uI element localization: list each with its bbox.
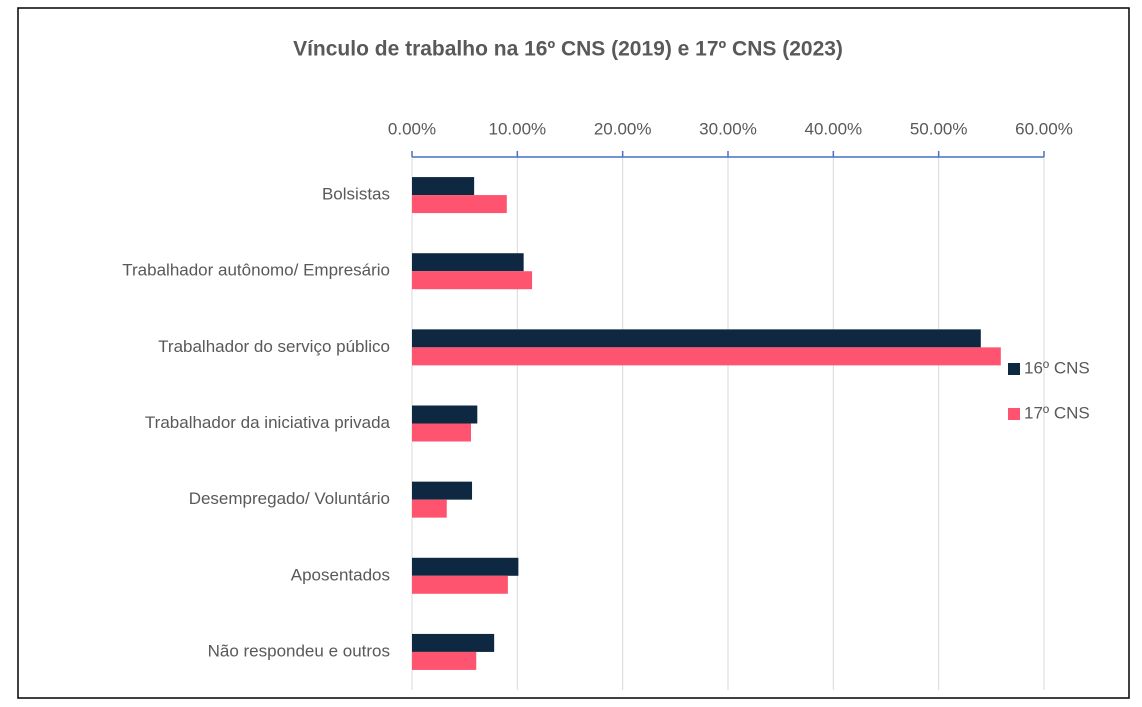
bar — [412, 423, 471, 442]
x-tick-label: 20.00% — [594, 119, 652, 138]
bar — [412, 271, 533, 290]
bar — [412, 575, 508, 594]
y-tick-label: Não respondeu e outros — [208, 641, 390, 660]
x-tick-label: 50.00% — [910, 119, 968, 138]
bar — [412, 651, 477, 670]
bar — [412, 347, 1001, 366]
bar — [412, 253, 524, 272]
x-tick-label: 30.00% — [699, 119, 757, 138]
bar — [412, 633, 495, 652]
bar — [412, 177, 475, 196]
y-tick-label: Trabalhador autônomo/ Empresário — [122, 261, 390, 280]
bar — [412, 405, 478, 424]
x-tick-label: 60.00% — [1015, 119, 1073, 138]
y-tick-label: Desempregado/ Voluntário — [189, 489, 390, 508]
legend-swatch — [1008, 408, 1020, 420]
bar — [412, 195, 507, 214]
y-tick-label: Aposentados — [291, 565, 390, 584]
chart-title: Vínculo de trabalho na 16º CNS (2019) e … — [293, 38, 843, 61]
legend-label: 17º CNS — [1024, 403, 1090, 422]
y-tick-label: Bolsistas — [322, 185, 390, 204]
x-tick-label: 40.00% — [804, 119, 862, 138]
bar — [412, 499, 447, 518]
legend-swatch — [1008, 363, 1020, 375]
x-tick-label: 0.00% — [388, 119, 436, 138]
legend-label: 16º CNS — [1024, 358, 1090, 377]
y-tick-label: Trabalhador do serviço público — [158, 337, 390, 356]
bar — [412, 557, 519, 576]
bar — [412, 481, 473, 500]
bar — [412, 329, 981, 348]
x-tick-label: 10.00% — [488, 119, 546, 138]
y-tick-label: Trabalhador da iniciativa privada — [145, 413, 391, 432]
